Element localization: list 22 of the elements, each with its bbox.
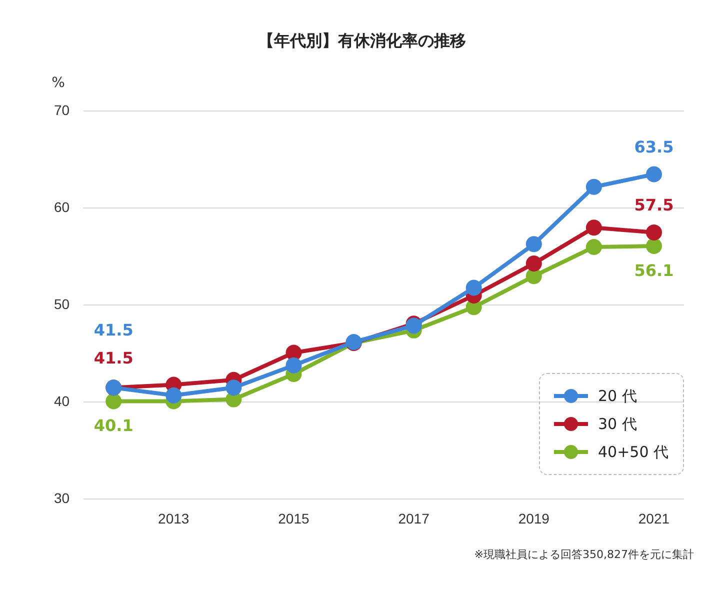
legend-label: 40+50 代 (598, 442, 669, 462)
legend-label: 30 代 (598, 414, 637, 434)
legend-label: 20 代 (598, 386, 637, 406)
y-tick-label: 50 (54, 296, 70, 312)
y-axis-title: % (52, 75, 65, 92)
data-label: 41.5 (94, 320, 134, 340)
data-label: 56.1 (634, 261, 674, 280)
y-tick-label: 40 (54, 393, 70, 410)
data-label: 63.5 (634, 137, 674, 156)
data-label: 57.5 (634, 195, 674, 214)
x-tick-label: 2021 (638, 510, 670, 526)
x-tick-label: 2017 (398, 510, 430, 526)
x-tick-label: 2013 (158, 510, 190, 526)
x-tick-label: 2015 (278, 510, 310, 526)
x-tick-label: 2019 (518, 510, 550, 526)
data-label: 41.5 (94, 348, 134, 368)
y-tick-label: 70 (54, 102, 70, 118)
y-tick-label: 30 (54, 490, 70, 506)
y-tick-label: 60 (54, 199, 70, 216)
chart-title: 【年代別】有休消化率の推移 (258, 30, 466, 50)
data-label: 40.1 (94, 416, 134, 436)
text: ※現職社員による回答350,827件を元に集計 (474, 547, 694, 562)
